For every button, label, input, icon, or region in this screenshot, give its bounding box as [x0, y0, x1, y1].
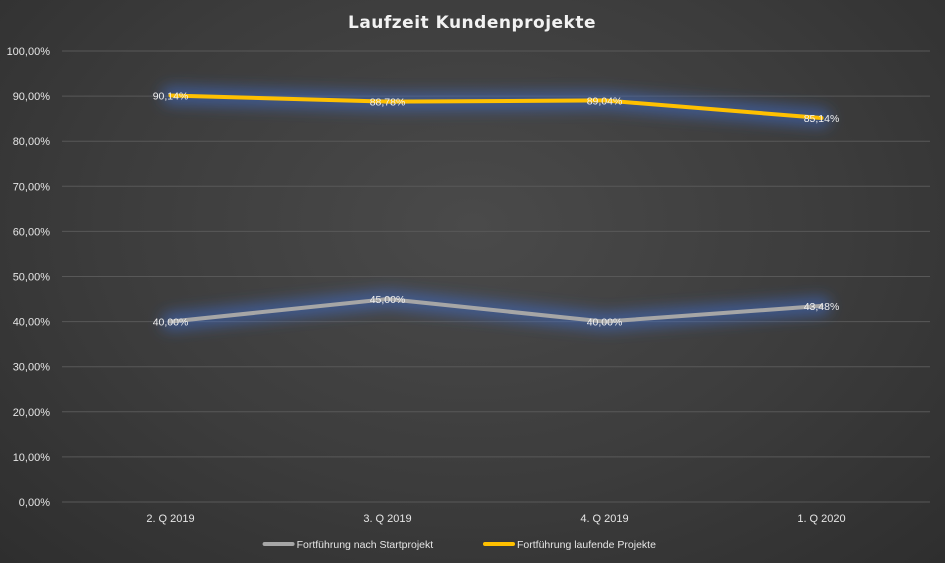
y-tick-label: 0,00%: [19, 497, 50, 509]
y-tick-label: 30,00%: [13, 362, 51, 374]
data-label: 85,14%: [804, 113, 840, 125]
legend: Fortführung nach Startprojekt Fortführung…: [262, 539, 656, 551]
y-tick-label: 50,00%: [13, 272, 51, 284]
series-line: [168, 297, 824, 324]
y-tick-label: 90,00%: [13, 91, 51, 103]
legend-label: Fortführung laufende Projekte: [517, 539, 656, 551]
x-tick-label: 4. Q 2019: [580, 513, 628, 525]
x-tick-label: 2. Q 2019: [146, 513, 194, 525]
data-label: 43,48%: [804, 301, 840, 313]
x-tick-label: 3. Q 2019: [363, 513, 411, 525]
y-tick-label: 10,00%: [13, 452, 51, 464]
data-label: 40,00%: [587, 317, 623, 329]
y-tick-label: 20,00%: [13, 407, 51, 419]
data-label: 89,04%: [587, 95, 623, 107]
y-tick-label: 100,00%: [7, 46, 51, 58]
y-tick-label: 80,00%: [13, 136, 51, 148]
chart-title: Laufzeit Kundenprojekte: [348, 13, 596, 33]
x-tick-label: 1. Q 2020: [797, 513, 845, 525]
y-tick-label: 70,00%: [13, 181, 51, 193]
y-tick-label: 60,00%: [13, 226, 51, 238]
data-label: 40,00%: [153, 317, 189, 329]
data-label: 45,00%: [370, 294, 406, 306]
data-label: 88,78%: [370, 97, 406, 109]
legend-label: Fortführung nach Startprojekt: [297, 539, 434, 551]
y-tick-label: 40,00%: [13, 317, 51, 329]
series-line: [168, 93, 824, 121]
data-label: 90,14%: [153, 90, 189, 102]
